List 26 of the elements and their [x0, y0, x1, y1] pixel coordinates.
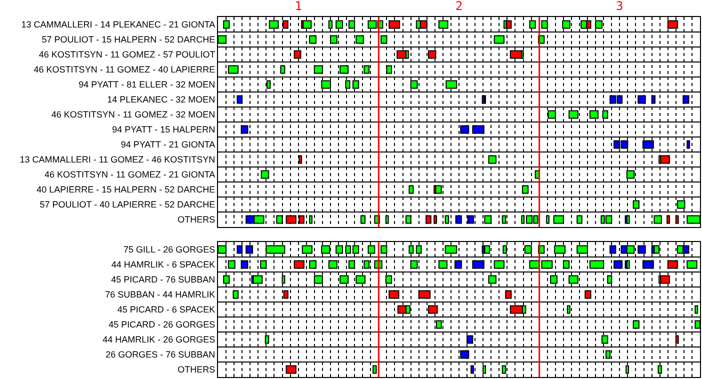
- y-tick-label: OTHERS: [178, 214, 216, 225]
- x-tick-label: 1: [294, 0, 302, 14]
- y-tick-label: 94 PYATT - 15 HALPERN: [112, 124, 216, 135]
- x-tick-label: 3: [616, 0, 624, 14]
- y-tick-label: 46 KOSTITSYN - 11 GOMEZ - 40 LAPIERRE: [34, 64, 216, 75]
- y-tick-label: 75 GILL - 26 GORGES: [123, 244, 216, 255]
- y-tick-label: 46 KOSTITSYN - 11 GOMEZ - 32 MOEN: [51, 110, 216, 120]
- y-tick-label: OTHERS: [178, 364, 216, 375]
- y-tick-label: 44 HAMRLIK - 6 SPACEK: [111, 260, 216, 270]
- y-tick-label: 94 PYATT - 21 GIONTA: [120, 140, 216, 150]
- y-tick-label: 26 GORGES - 76 SUBBAN: [106, 350, 216, 360]
- y-tick-label: 57 POULIOT - 40 LAPIERRE - 52 DARCHE: [40, 200, 216, 210]
- y-tick-label: 45 PICARD - 6 SPACEK: [117, 304, 216, 315]
- y-tick-label: 44 HAMRLIK - 26 GORGES: [102, 334, 216, 345]
- y-tick-label: 14 PLEKANEC - 32 MOEN: [107, 94, 216, 105]
- y-tick-label: 46 KOSTITSYN - 11 GOMEZ - 21 GIONTA: [44, 170, 216, 180]
- y-tick-label: 45 PICARD - 76 SUBBAN: [111, 274, 216, 285]
- x-tick-label: 2: [455, 0, 463, 14]
- y-tick-label: 46 KOSTITSYN - 11 GOMEZ - 57 POULIOT: [38, 50, 216, 60]
- y-tick-label: 76 SUBBAN - 44 HAMRLIK: [105, 290, 216, 300]
- y-tick-label: 45 PICARD - 26 GORGES: [108, 320, 216, 330]
- y-tick-label: 40 LAPIERRE - 15 HALPERN - 52 DARCHE: [36, 184, 216, 195]
- y-tick-label: 94 PYATT - 81 ELLER - 32 MOEN: [78, 80, 216, 90]
- y-tick-label: 13 CAMMALLERI - 11 GOMEZ - 46 KOSTITSYN: [20, 154, 216, 165]
- y-tick-label: 57 POULIOT - 15 HALPERN - 52 DARCHE: [42, 34, 216, 45]
- y-tick-label: 13 CAMMALLERI - 14 PLEKANEC - 21 GIONTA: [21, 20, 216, 30]
